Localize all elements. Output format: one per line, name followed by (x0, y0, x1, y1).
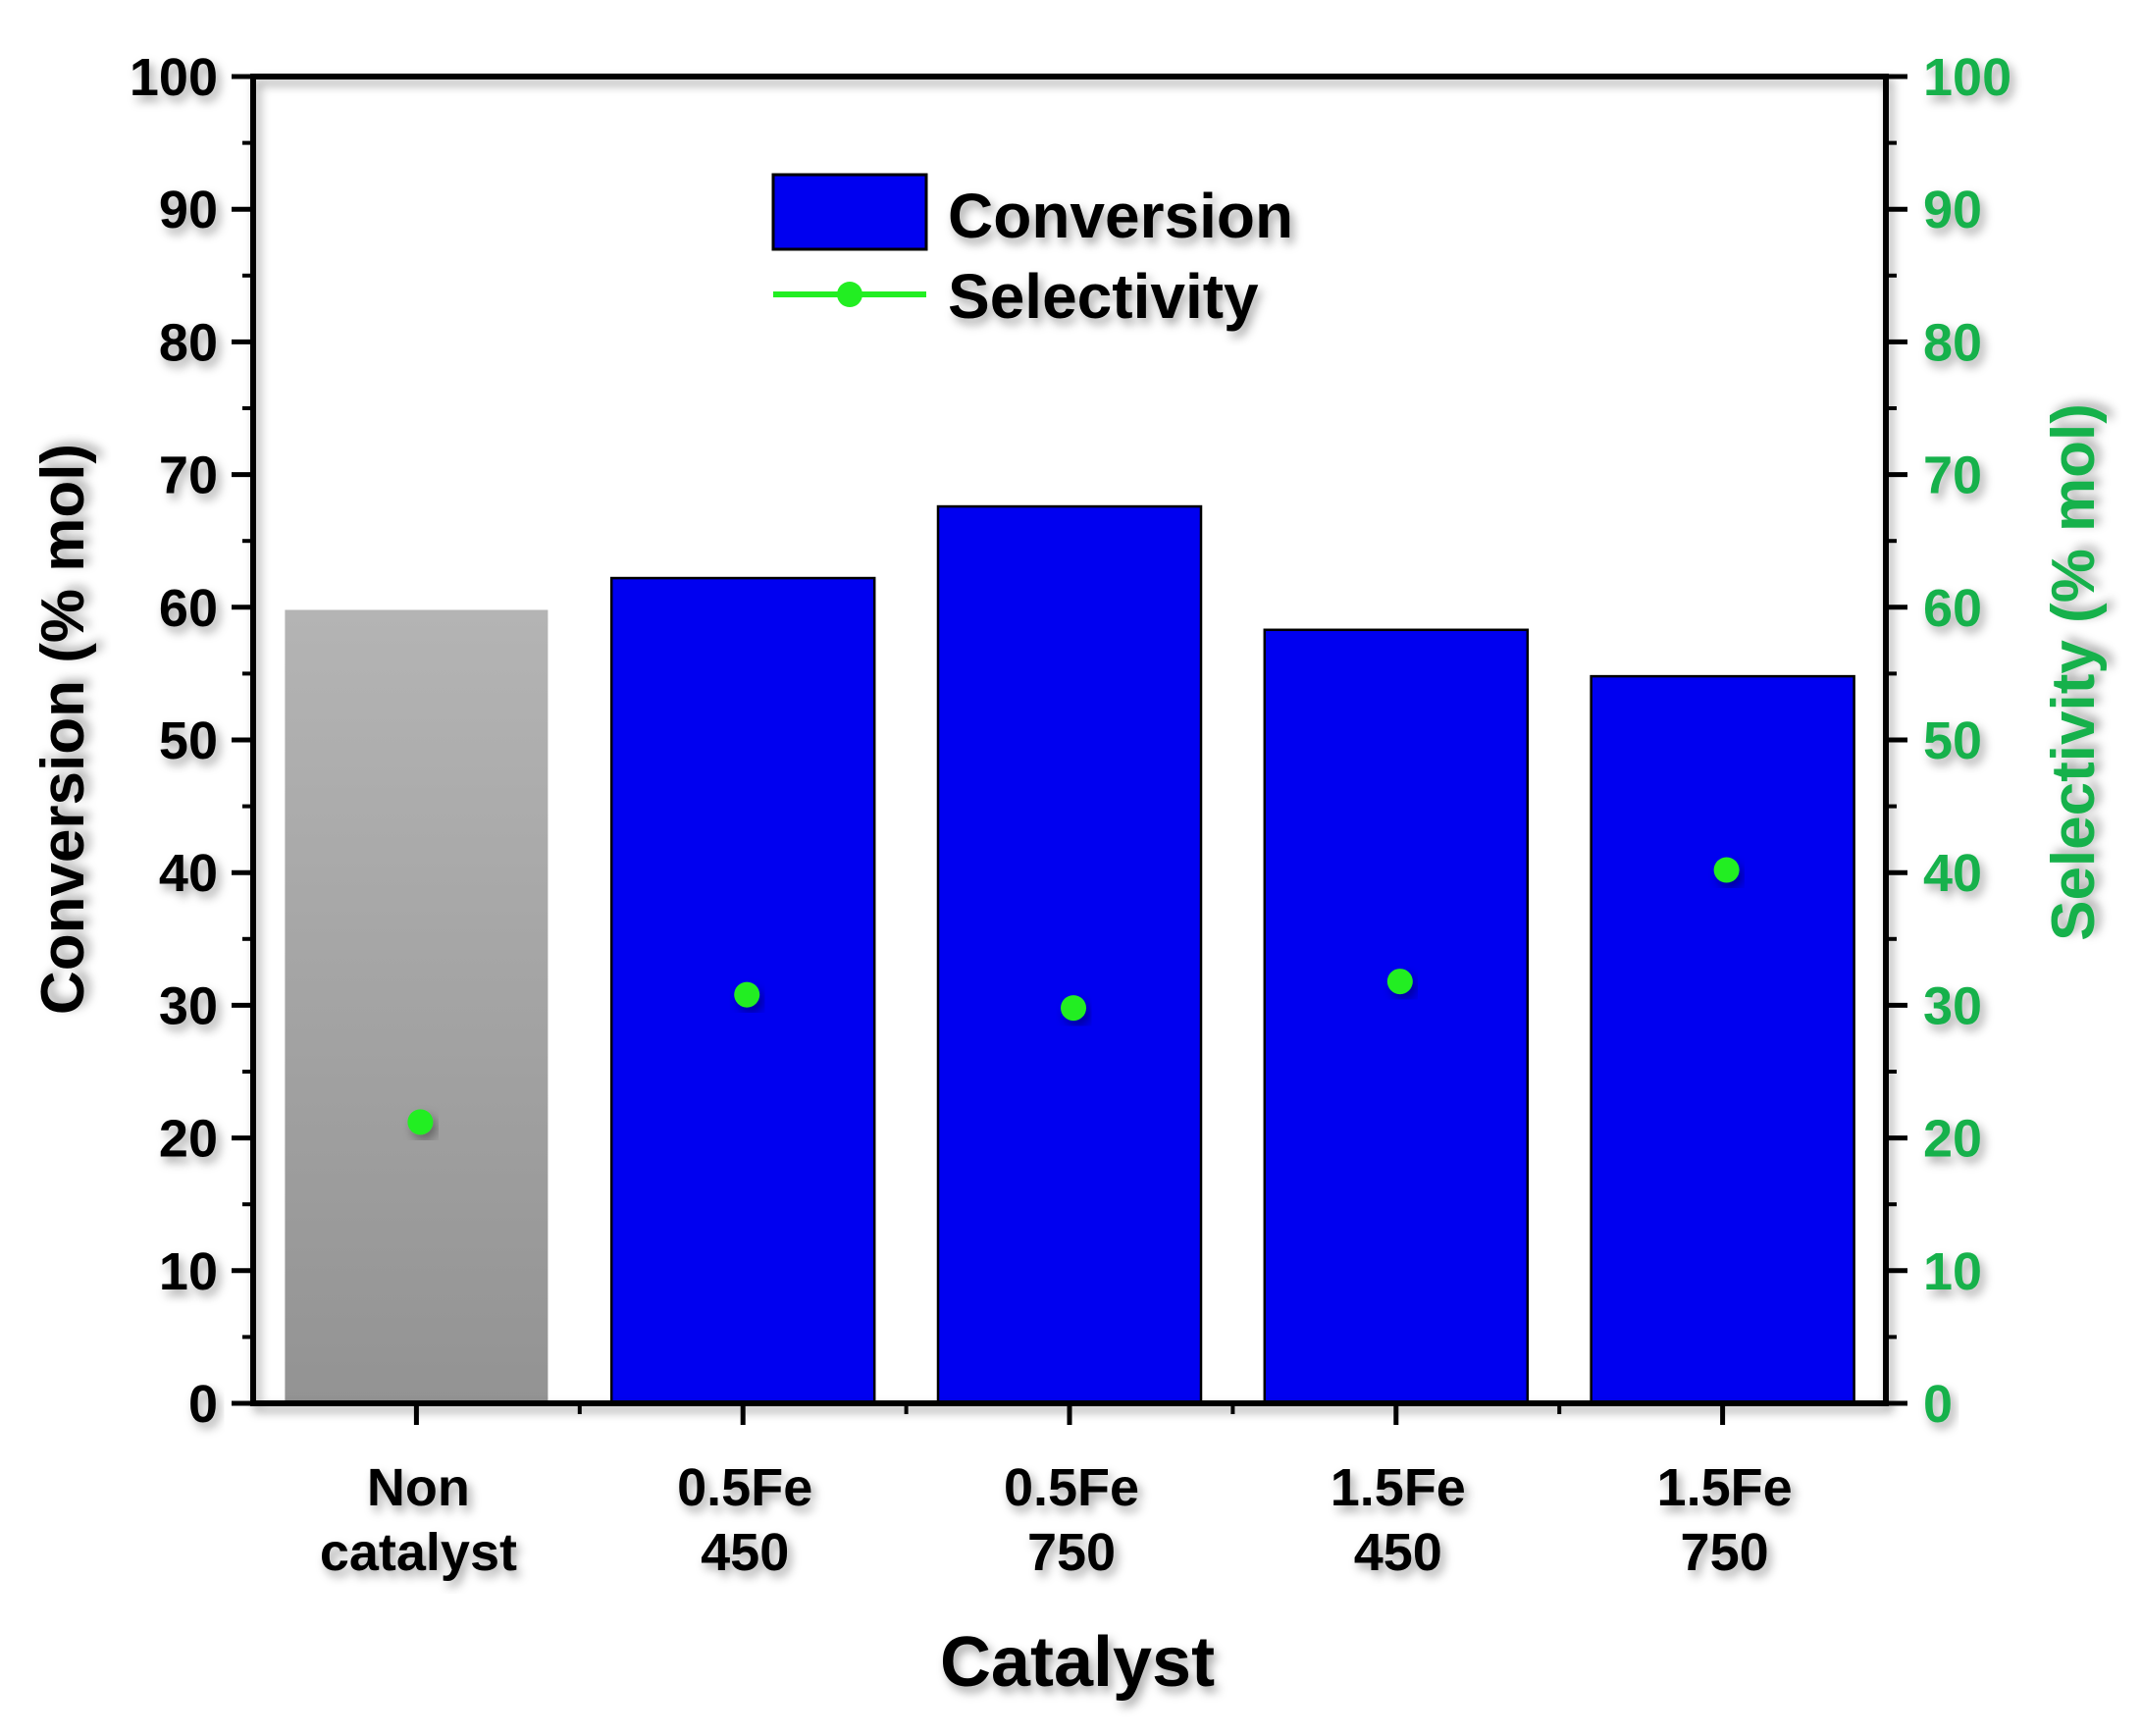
conversion-bar (1263, 628, 1530, 1405)
selectivity-points-layer (407, 857, 1740, 1135)
selectivity-point (734, 981, 760, 1008)
tick-labels-layer: 0 0 10 10 20 20 30 30 40 40 50 50 60 60 70 70 80 80 90 90 10… (130, 48, 2011, 1582)
y-tick-label: 100 (130, 48, 218, 107)
conversion-bar (1590, 674, 1855, 1405)
y-tick-label: 20 (159, 1110, 218, 1169)
y2-tick-label: 20 (1923, 1110, 1982, 1169)
y-tick-label: 0 (188, 1375, 218, 1434)
y-tick-label: 30 (159, 976, 218, 1035)
y-tick-label: 50 (159, 711, 218, 770)
x-tick-label: 450 (701, 1523, 789, 1582)
y-tick-label: 60 (159, 579, 218, 638)
y2-tick-label: 60 (1923, 579, 1982, 638)
y-tick-label: 40 (159, 844, 218, 903)
legend-label-selectivity: Selectivity (948, 261, 1259, 332)
legend-swatch-selectivity-marker (837, 282, 862, 307)
x-tick-label: 750 (1681, 1523, 1769, 1582)
x-tick-label: 450 (1354, 1523, 1442, 1582)
selectivity-point (1713, 857, 1740, 883)
selectivity-point (1386, 969, 1413, 995)
y2-tick-label: 40 (1923, 844, 1982, 903)
y2-tick-label: 30 (1923, 976, 1982, 1035)
y2-tick-label: 80 (1923, 313, 1982, 372)
conversion-bar (285, 609, 548, 1403)
x-tick-label: 750 (1027, 1523, 1116, 1582)
legend-label-conversion: Conversion (948, 181, 1293, 251)
y-tick-label: 10 (159, 1242, 218, 1301)
y-tick-label: 80 (159, 313, 218, 372)
bars-layer (285, 504, 1855, 1405)
y2-tick-label: 90 (1923, 181, 1982, 239)
y-tick-label: 70 (159, 447, 218, 505)
y2-tick-label: 50 (1923, 711, 1982, 770)
x-tick-label: 0.5Fe (677, 1458, 812, 1517)
x-tick-label: catalyst (320, 1523, 517, 1582)
x-tick-label: 1.5Fe (1657, 1458, 1793, 1517)
selectivity-point (407, 1109, 434, 1135)
y2-tick-label: 10 (1923, 1242, 1982, 1301)
legend: Conversion Selectivity (771, 173, 1293, 332)
y-tick-label: 90 (159, 181, 218, 239)
y2-tick-label: 70 (1923, 447, 1982, 505)
axes-layer (232, 74, 1907, 1425)
y2-axis-title: Selectivity (% mol) (2040, 403, 2108, 941)
y2-tick-label: 0 (1923, 1375, 1953, 1434)
x-tick-label: Non (367, 1458, 470, 1517)
x-tick-label: 1.5Fe (1331, 1458, 1466, 1517)
selectivity-point (1061, 995, 1086, 1022)
y-axis-title: Conversion (% mol) (29, 444, 97, 1015)
x-tick-label: 0.5Fe (1004, 1458, 1139, 1517)
legend-swatch-conversion (771, 173, 928, 251)
conversion-bar (936, 504, 1203, 1405)
y2-tick-label: 100 (1923, 48, 2011, 107)
x-axis-title: Catalyst (940, 1623, 1215, 1702)
